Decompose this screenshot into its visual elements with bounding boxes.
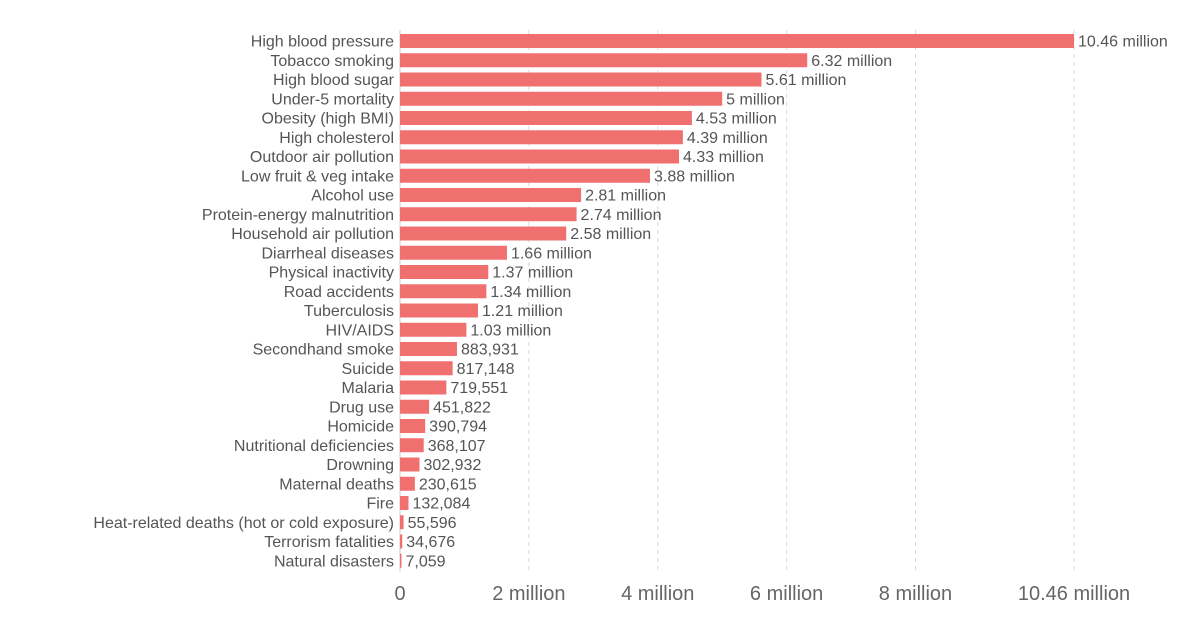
- category-label: Drug use: [329, 399, 394, 416]
- category-label: Terrorism fatalities: [264, 534, 394, 551]
- x-axis-ticks: 0 2 million 4 million 6 million 8 million 10.…: [394, 583, 1130, 605]
- bar: [400, 72, 762, 87]
- category-label: Malaria: [342, 380, 395, 397]
- category-label: HIV/AIDS: [326, 322, 394, 339]
- category-label: Maternal deaths: [279, 476, 394, 493]
- bar: [400, 399, 430, 414]
- bar: [400, 438, 424, 453]
- category-label: Natural disasters: [274, 553, 394, 570]
- bar: [400, 265, 489, 279]
- category-labels: High blood pressure Tobacco smoking High b…: [93, 34, 394, 571]
- data-label: 55,596: [408, 515, 457, 532]
- data-label: 132,084: [413, 496, 471, 513]
- bar: [400, 149, 680, 164]
- category-label: Low fruit & veg intake: [241, 168, 394, 185]
- category-label: Tuberculosis: [304, 303, 394, 320]
- data-label: 2.74 million: [581, 207, 662, 224]
- bar: [400, 322, 467, 337]
- category-label: Fire: [366, 496, 394, 513]
- data-label: 3.88 million: [654, 168, 735, 185]
- data-label: 34,676: [406, 534, 455, 551]
- data-label: 1.66 million: [511, 245, 592, 262]
- data-label: 4.53 million: [696, 111, 777, 128]
- data-label: 6.32 million: [811, 53, 892, 70]
- data-label: 451,822: [433, 399, 491, 416]
- data-label: 5.61 million: [765, 72, 846, 89]
- category-label: Diarrheal diseases: [261, 245, 394, 262]
- category-label: Outdoor air pollution: [250, 149, 394, 166]
- category-label: Homicide: [327, 419, 394, 436]
- bar: [400, 534, 403, 549]
- x-tick-label: 8 million: [879, 583, 952, 605]
- x-tick-label: 0: [394, 583, 405, 605]
- bar: [400, 515, 404, 530]
- category-label: Drowning: [326, 457, 394, 474]
- bar: [400, 53, 808, 68]
- x-tick-label: 2 million: [492, 583, 565, 605]
- category-label: Heat-related deaths (hot or cold exposur…: [93, 515, 394, 532]
- data-label: 1.34 million: [490, 284, 571, 301]
- data-label: 4.33 million: [683, 149, 764, 166]
- category-label: Road accidents: [284, 284, 394, 301]
- category-label: Household air pollution: [231, 226, 394, 243]
- data-label: 230,615: [419, 476, 477, 493]
- bar: [400, 419, 426, 433]
- bar: [400, 284, 487, 299]
- data-label: 883,931: [461, 342, 519, 359]
- bar: [400, 457, 420, 472]
- bar: [400, 226, 567, 241]
- bar: [400, 207, 577, 222]
- bar: [400, 342, 457, 356]
- data-label: 302,932: [424, 457, 482, 474]
- data-label: 4.39 million: [687, 130, 768, 147]
- data-label: 719,551: [450, 380, 508, 397]
- bar: [400, 188, 582, 202]
- bar: [400, 476, 415, 491]
- category-label: Obesity (high BMI): [262, 111, 394, 128]
- data-label: 7,059: [406, 553, 446, 570]
- category-label: Secondhand smoke: [253, 342, 395, 359]
- bar: [400, 168, 651, 183]
- data-label: 390,794: [429, 419, 487, 436]
- category-label: Nutritional deficiencies: [234, 438, 394, 455]
- data-label: 2.81 million: [585, 188, 666, 205]
- bar: [400, 111, 692, 125]
- category-label: Protein-energy malnutrition: [202, 207, 394, 224]
- data-label: 1.37 million: [492, 265, 573, 282]
- bar: [400, 245, 507, 260]
- bar: [400, 496, 409, 510]
- bar: [400, 553, 402, 568]
- bar: [400, 361, 453, 376]
- data-label: 368,107: [428, 438, 486, 455]
- x-tick-label: 4 million: [621, 583, 694, 605]
- x-tick-label: 10.46 million: [1018, 583, 1130, 605]
- bar: [400, 34, 1074, 48]
- data-label: 10.46 million: [1078, 34, 1168, 51]
- bar: [400, 130, 683, 145]
- bar: [400, 380, 447, 395]
- category-label: High blood sugar: [273, 72, 395, 89]
- data-label: 5 million: [726, 91, 785, 108]
- data-label: 1.03 million: [470, 322, 551, 339]
- data-label: 817,148: [457, 361, 515, 378]
- category-label: Under-5 mortality: [271, 91, 394, 108]
- category-label: Physical inactivity: [269, 265, 394, 282]
- category-label: Suicide: [342, 361, 395, 378]
- value-labels: 10.46 million 6.32 million 5.61 million 5 m…: [406, 34, 1168, 571]
- data-label: 1.21 million: [482, 303, 563, 320]
- data-label: 2.58 million: [570, 226, 651, 243]
- bar: [400, 303, 478, 318]
- bar: [400, 91, 723, 106]
- category-label: High blood pressure: [251, 34, 394, 51]
- category-label: High cholesterol: [279, 130, 394, 147]
- bars: [400, 34, 1074, 568]
- category-label: Alcohol use: [311, 188, 394, 205]
- category-label: Tobacco smoking: [270, 53, 394, 70]
- x-tick-label: 6 million: [750, 583, 823, 605]
